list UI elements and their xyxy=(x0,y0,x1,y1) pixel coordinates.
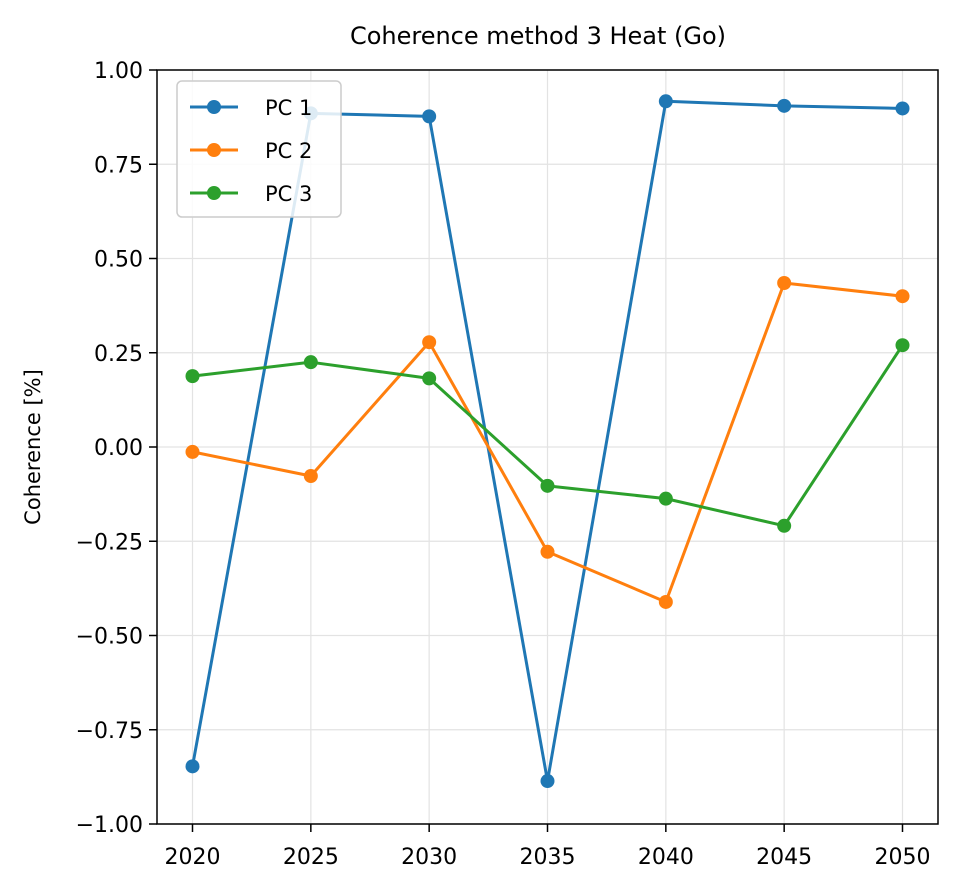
legend-label: PC 3 xyxy=(265,182,312,206)
data-point xyxy=(895,338,910,353)
y-tick-label: −1.00 xyxy=(76,813,143,838)
y-axis-label: Coherence [%] xyxy=(21,369,45,525)
data-point xyxy=(895,289,910,304)
data-point xyxy=(303,355,318,370)
legend-label: PC 2 xyxy=(265,139,312,163)
legend-box xyxy=(176,80,342,218)
y-axis-ticks: −1.00 −0.75 −0.50 −0.25 0.00 0.25 0.50 0.75 1.00 xyxy=(76,59,157,838)
y-tick-label: 1.00 xyxy=(94,59,143,84)
grid-lines xyxy=(157,69,938,825)
x-tick-label: 2045 xyxy=(756,845,812,870)
legend-entry: PC 3 xyxy=(190,182,312,206)
y-tick-label: 0.75 xyxy=(94,153,143,178)
y-tick-label: 0.25 xyxy=(94,342,143,367)
x-tick-label: 2050 xyxy=(875,845,931,870)
data-point xyxy=(185,369,200,384)
data-point xyxy=(540,774,555,789)
data-point xyxy=(777,276,792,291)
x-tick-label: 2030 xyxy=(401,845,457,870)
x-axis-ticks: 2020 2025 2030 2035 2040 2045 2050 xyxy=(165,824,931,870)
legend-entry: PC 2 xyxy=(190,139,312,163)
data-point xyxy=(422,335,437,350)
legend-entry: PC 1 xyxy=(190,96,312,120)
data-point xyxy=(658,94,673,109)
y-tick-label: −0.75 xyxy=(76,719,143,744)
y-tick-label: 0.50 xyxy=(94,248,143,273)
data-point xyxy=(895,101,910,116)
y-tick-label: −0.25 xyxy=(76,530,143,555)
data-point xyxy=(303,469,318,484)
legend-label: PC 1 xyxy=(265,96,312,120)
x-tick-label: 2040 xyxy=(638,845,694,870)
data-point xyxy=(422,371,437,386)
y-tick-label: 0.00 xyxy=(94,436,143,461)
data-point xyxy=(185,759,200,774)
data-point xyxy=(422,109,437,124)
chart-title: Coherence method 3 Heat (Go) xyxy=(350,22,726,50)
legend-marker xyxy=(207,100,221,114)
data-point xyxy=(185,444,200,459)
data-point xyxy=(540,544,555,559)
data-point xyxy=(540,478,555,493)
data-point xyxy=(777,98,792,113)
data-point xyxy=(658,594,673,609)
y-tick-label: −0.50 xyxy=(76,625,143,650)
data-point xyxy=(658,491,673,506)
data-point xyxy=(777,518,792,533)
series-2 xyxy=(185,276,910,609)
x-tick-label: 2025 xyxy=(283,845,339,870)
legend: PC 1 PC 2 PC 3 xyxy=(176,80,342,218)
x-tick-label: 2035 xyxy=(520,845,576,870)
series-3 xyxy=(185,338,910,533)
x-tick-label: 2020 xyxy=(165,845,221,870)
legend-marker xyxy=(207,143,221,157)
legend-marker xyxy=(207,186,221,200)
